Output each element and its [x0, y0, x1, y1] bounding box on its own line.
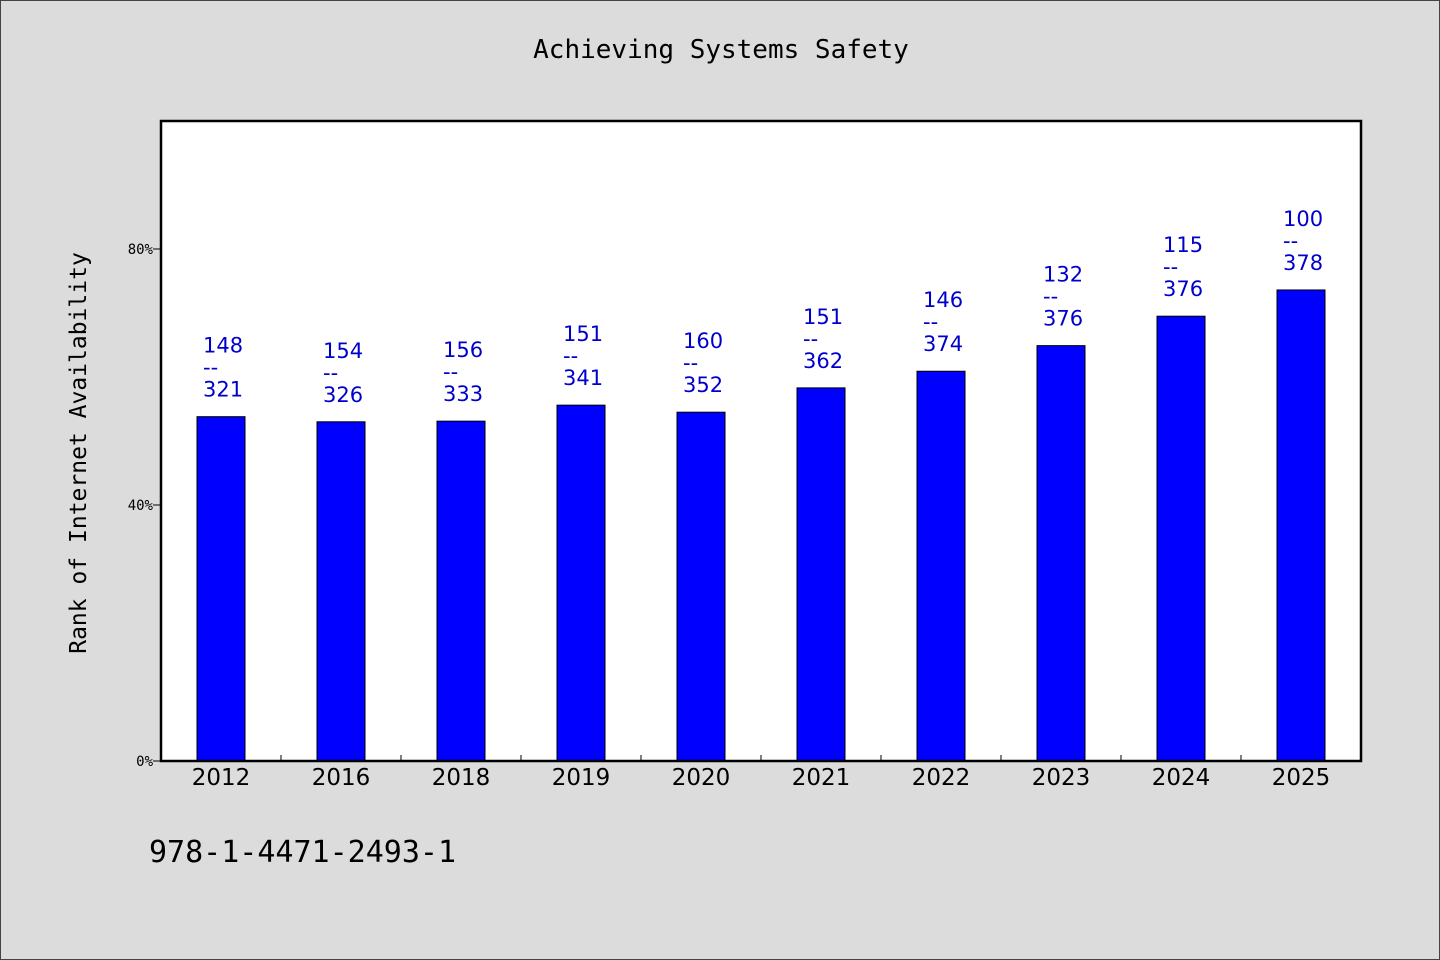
bar-2018 [436, 420, 486, 762]
y-tick-label: 40% [128, 498, 154, 514]
data-label-top: 132 [1043, 263, 1083, 287]
data-label-bottom: 378 [1283, 251, 1323, 275]
data-label-separator: -- [563, 344, 578, 368]
y-tick-label: 80% [128, 242, 154, 258]
data-label-bottom: 352 [683, 373, 723, 397]
bar-2012 [196, 416, 246, 762]
bar-2020 [676, 411, 726, 762]
data-label-separator: -- [1043, 285, 1058, 309]
bar-2021 [796, 387, 846, 762]
x-tick-label: 2022 [912, 765, 971, 791]
x-tick-label: 2021 [792, 765, 851, 791]
data-label-separator: -- [203, 356, 218, 380]
data-label-separator: -- [1283, 229, 1298, 253]
x-tick-label: 2019 [552, 765, 611, 791]
bar-2023 [1036, 345, 1086, 762]
data-label-top: 146 [923, 288, 963, 312]
data-label-top: 160 [683, 329, 723, 353]
x-tick-label: 2025 [1272, 765, 1331, 791]
data-label-separator: -- [1163, 255, 1178, 279]
x-tick-label: 2020 [672, 765, 731, 791]
data-label-top: 156 [443, 338, 483, 362]
data-label-bottom: 376 [1043, 307, 1083, 331]
footer-code: 978-1-4471-2493-1 [149, 835, 457, 870]
y-axis-label: Rank of Internet Availability [66, 252, 92, 654]
data-label-bottom: 376 [1163, 277, 1203, 301]
data-label-top: 151 [563, 322, 603, 346]
data-label-top: 100 [1283, 207, 1323, 231]
data-label-bottom: 326 [323, 383, 363, 407]
bar-2019 [556, 404, 606, 762]
data-label-separator: -- [323, 361, 338, 385]
data-label-bottom: 362 [803, 349, 843, 373]
bar-2025 [1276, 289, 1326, 762]
data-label-top: 148 [203, 334, 243, 358]
bar-2024 [1156, 315, 1206, 762]
data-label-separator: -- [443, 360, 458, 384]
chart-title: Achieving Systems Safety [533, 35, 909, 65]
x-tick-label: 2012 [192, 765, 251, 791]
data-label-bottom: 374 [923, 332, 963, 356]
data-label-separator: -- [683, 351, 698, 375]
x-tick-label: 2016 [312, 765, 371, 791]
data-label-bottom: 341 [563, 366, 603, 390]
bar-2016 [316, 421, 366, 762]
plot-frame [159, 119, 1363, 763]
x-tick-label: 2024 [1152, 765, 1211, 791]
data-label-bottom: 333 [443, 382, 483, 406]
bar-2022 [916, 370, 966, 762]
x-tick-label: 2018 [432, 765, 491, 791]
data-label-top: 115 [1163, 233, 1203, 257]
data-label-separator: -- [923, 310, 938, 334]
data-label-top: 154 [323, 339, 363, 363]
data-label-top: 151 [803, 305, 843, 329]
y-tick-label: 0% [136, 754, 153, 770]
x-tick-label: 2023 [1032, 765, 1091, 791]
data-label-separator: -- [803, 327, 818, 351]
data-label-bottom: 321 [203, 378, 243, 402]
